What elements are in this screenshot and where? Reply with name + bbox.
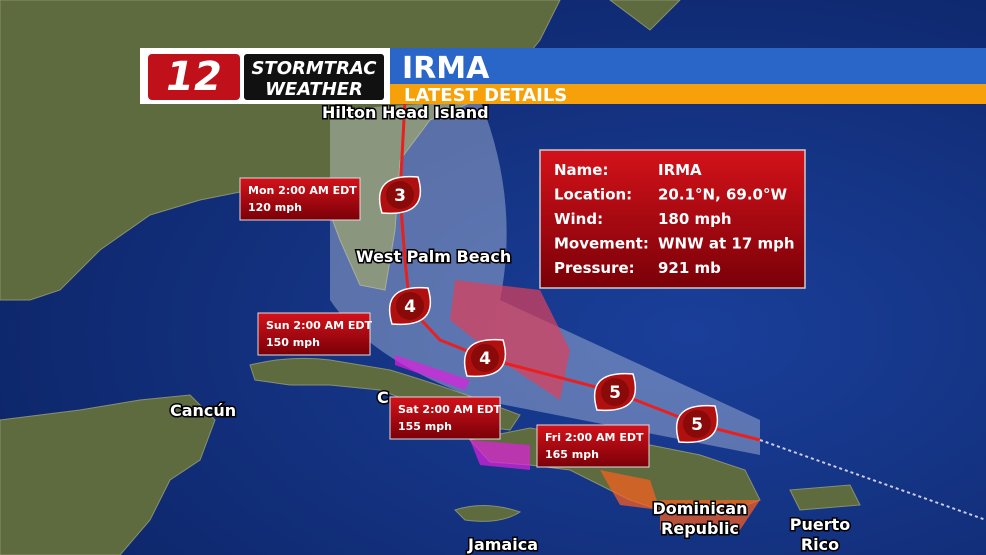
storm-category: 5 xyxy=(609,383,621,403)
storm-category: 3 xyxy=(394,186,406,206)
place-label: West Palm Beach xyxy=(356,247,511,266)
storm-category: 4 xyxy=(479,349,491,369)
place-label: C xyxy=(377,388,389,407)
place-label: Cancún xyxy=(170,401,236,420)
forecast-box xyxy=(239,177,361,221)
info-label: Wind: xyxy=(554,210,603,228)
info-label: Name: xyxy=(554,161,608,179)
forecast-time: Mon 2:00 AM EDT xyxy=(248,184,357,197)
storm-icon-core xyxy=(601,378,629,406)
forecast-wind: 155 mph xyxy=(398,420,452,433)
forecast-wind: 165 mph xyxy=(545,448,599,461)
logo-number: 12 xyxy=(166,54,222,100)
header: 12 STORMTRAC WEATHER IRMA LATEST DETAILS xyxy=(140,48,986,106)
logo-line1: STORMTRAC xyxy=(251,58,377,79)
info-value: 180 mph xyxy=(658,210,732,228)
place-label: Hilton Head Island xyxy=(322,103,489,122)
info-value: IRMA xyxy=(658,161,702,179)
forecast-time: Fri 2:00 AM EDT xyxy=(545,431,644,444)
info-label: Movement: xyxy=(554,235,649,253)
forecast-wind: 150 mph xyxy=(266,336,320,349)
storm-icon-core xyxy=(471,344,499,372)
forecast-box xyxy=(389,396,501,440)
forecast-box xyxy=(257,312,371,356)
storm-icon-core xyxy=(683,410,711,438)
forecast-wind: 120 mph xyxy=(248,201,302,214)
info-value: 921 mb xyxy=(658,259,721,277)
forecast-time: Sat 2:00 AM EDT xyxy=(398,403,502,416)
forecast-time: Sun 2:00 AM EDT xyxy=(266,319,373,332)
storm-icon-core xyxy=(396,292,424,320)
info-label: Pressure: xyxy=(554,259,635,277)
title: IRMA xyxy=(402,51,490,86)
subtitle: LATEST DETAILS xyxy=(404,85,567,106)
info-box: Name: IRMA Location: 20.1°N, 69.0°W Wind: 180… xyxy=(539,149,806,289)
forecast-track xyxy=(398,99,761,442)
storm-category: 4 xyxy=(404,297,416,317)
info-value: 20.1°N, 69.0°W xyxy=(658,186,787,204)
place-label: Dominican Republic xyxy=(653,499,748,538)
info-value: WNW at 17 mph xyxy=(658,235,795,253)
storm-category: 5 xyxy=(691,415,703,435)
forecast-box xyxy=(536,424,650,468)
logo-line2: WEATHER xyxy=(265,79,363,100)
past-track xyxy=(759,439,986,521)
forecast-cone xyxy=(330,100,760,455)
warning-areas xyxy=(395,280,760,530)
place-label: Jamaica xyxy=(467,535,538,554)
storm-icon-core xyxy=(386,181,414,209)
place-label: Puerto Rico xyxy=(790,515,851,554)
info-label: Location: xyxy=(554,186,632,204)
